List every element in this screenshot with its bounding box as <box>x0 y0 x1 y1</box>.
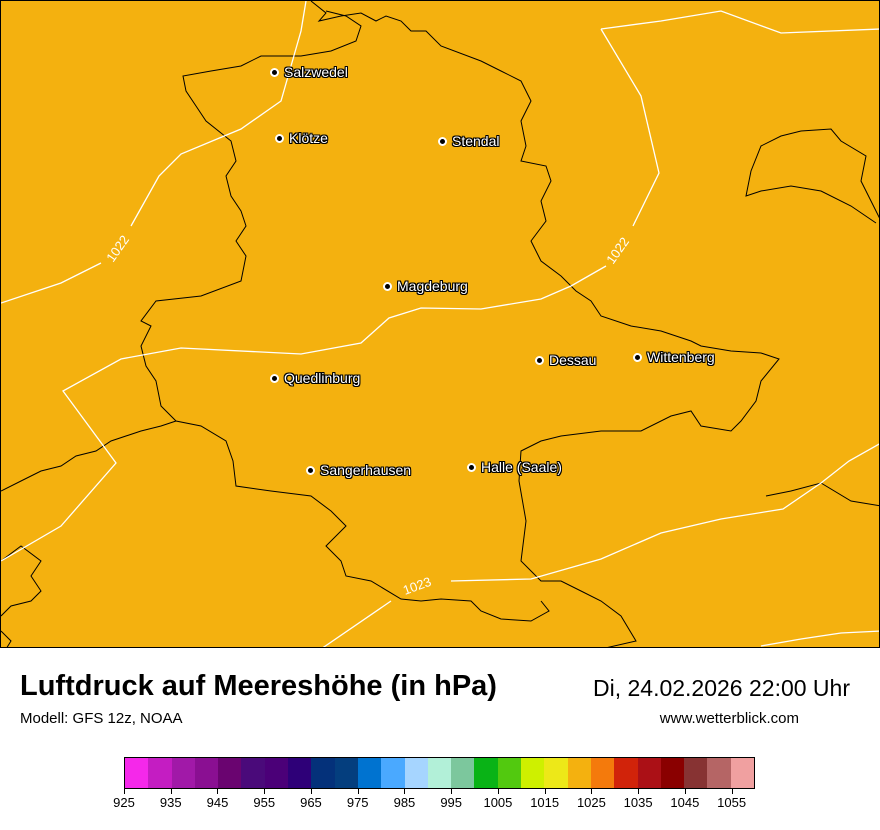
city-marker: Klötze <box>275 130 328 146</box>
legend-tick-label: 945 <box>206 795 229 810</box>
isobars <box>1 1 879 647</box>
legend-swatch <box>171 758 195 788</box>
legend-tick-label: 1025 <box>576 795 606 810</box>
legend-tick <box>684 789 686 794</box>
city-label: Magdeburg <box>397 278 468 294</box>
legend-swatch <box>264 758 289 788</box>
legend-tick <box>451 789 453 794</box>
legend-swatch <box>148 758 172 788</box>
city-label: Quedlinburg <box>284 370 361 386</box>
legend-swatch <box>357 758 382 788</box>
legend-tick <box>544 789 546 794</box>
legend-ticks: 925 935 945 955 965 975 985 995 1005 1015 1025 1035… <box>113 789 755 819</box>
isobar-label: 1023 <box>401 574 433 598</box>
isobar-label: 1022 <box>103 232 132 264</box>
city-marker: Dessau <box>535 352 596 368</box>
legend-tick-label: 965 <box>300 795 322 810</box>
legend-tick-label: 1045 <box>670 795 700 810</box>
legend-swatch <box>567 758 591 788</box>
city-label: Halle (Saale) <box>481 459 562 475</box>
city-label: Dessau <box>549 352 597 368</box>
legend-swatch <box>637 758 661 788</box>
legend-tick <box>217 789 219 794</box>
city-marker: Salzwedel <box>270 64 348 80</box>
legend-swatch <box>125 758 149 788</box>
city-marker: Magdeburg <box>383 278 468 294</box>
city-dot-icon <box>306 465 315 475</box>
legend-swatch <box>427 758 452 788</box>
city-marker: Sangerhausen <box>306 462 411 478</box>
legend-tick <box>591 789 593 794</box>
city-marker: Halle (Saale) <box>467 459 562 475</box>
model-info: Modell: GFS 12z, NOAA <box>20 710 183 727</box>
legend-tick-label: 955 <box>253 795 276 810</box>
city-dot-icon <box>633 352 642 362</box>
legend-tick <box>124 789 125 794</box>
legend-swatch <box>544 758 568 788</box>
city-dot-icon <box>270 67 279 77</box>
legend-swatch <box>218 758 242 788</box>
city-dot-icon <box>467 462 476 472</box>
legend-tick-label: 975 <box>346 795 369 810</box>
isobar-label: 1022 <box>603 234 632 266</box>
legend-swatch <box>614 758 638 788</box>
city-label: Klötze <box>289 130 328 146</box>
city-dot-icon <box>438 136 447 146</box>
legend-swatch <box>404 758 428 788</box>
state-border <box>1 1 879 647</box>
city-dot-icon <box>275 133 284 143</box>
legend-tick <box>404 789 406 794</box>
legend-swatch <box>730 758 755 788</box>
legend-tick-label: 935 <box>159 795 182 810</box>
legend-tick-label: 925 <box>113 795 135 810</box>
legend-swatch <box>288 758 312 788</box>
city-label: Stendal <box>452 133 500 149</box>
map-title: Luftdruck auf Meereshöhe (in hPa) <box>20 670 497 702</box>
legend-swatch <box>194 758 219 788</box>
forecast-datetime: Di, 24.02.2026 22:00 Uhr <box>592 675 850 701</box>
city-marker: Wittenberg <box>633 349 715 365</box>
legend-tick-label: 1055 <box>717 795 747 810</box>
legend-tick-label: 1015 <box>530 795 560 810</box>
legend-tick-label: 1005 <box>483 795 513 810</box>
legend-tick <box>731 789 733 794</box>
legend-swatch <box>241 758 265 788</box>
legend-tick-label: 1035 <box>623 795 653 810</box>
legend-tick <box>264 789 266 794</box>
legend-swatch <box>451 758 475 788</box>
legend-tick <box>638 789 640 794</box>
legend-swatch <box>707 758 731 788</box>
map-lines: 1022 1022 1023 <box>1 1 879 647</box>
city-label: Salzwedel <box>284 64 348 80</box>
city-dot-icon <box>383 281 392 291</box>
website-link: www.wetterblick.com <box>659 710 799 727</box>
city-dot-icon <box>535 355 544 365</box>
legend-swatch <box>521 758 545 788</box>
legend-tick-label: 995 <box>440 795 463 810</box>
color-legend <box>124 757 755 789</box>
city-label: Wittenberg <box>647 349 715 365</box>
legend-tick <box>497 789 499 794</box>
legend-swatch <box>497 758 522 788</box>
city-marker: Stendal <box>438 133 499 149</box>
city-label: Sangerhausen <box>320 462 412 478</box>
legend-swatch <box>474 758 498 788</box>
legend-tick <box>170 789 172 794</box>
legend-swatch <box>334 758 358 788</box>
legend-swatch <box>590 758 615 788</box>
legend-swatch <box>684 758 708 788</box>
legend-tick-label: 985 <box>393 795 416 810</box>
city-marker: Quedlinburg <box>270 370 360 386</box>
legend-swatch <box>381 758 405 788</box>
legend-tick <box>357 789 359 794</box>
legend-swatch <box>311 758 335 788</box>
legend-swatch <box>660 758 685 788</box>
legend-tick <box>310 789 312 794</box>
pressure-map: 1022 1022 1023 Salzwedel Klötze Stendal … <box>0 0 880 648</box>
city-dot-icon <box>270 373 279 383</box>
